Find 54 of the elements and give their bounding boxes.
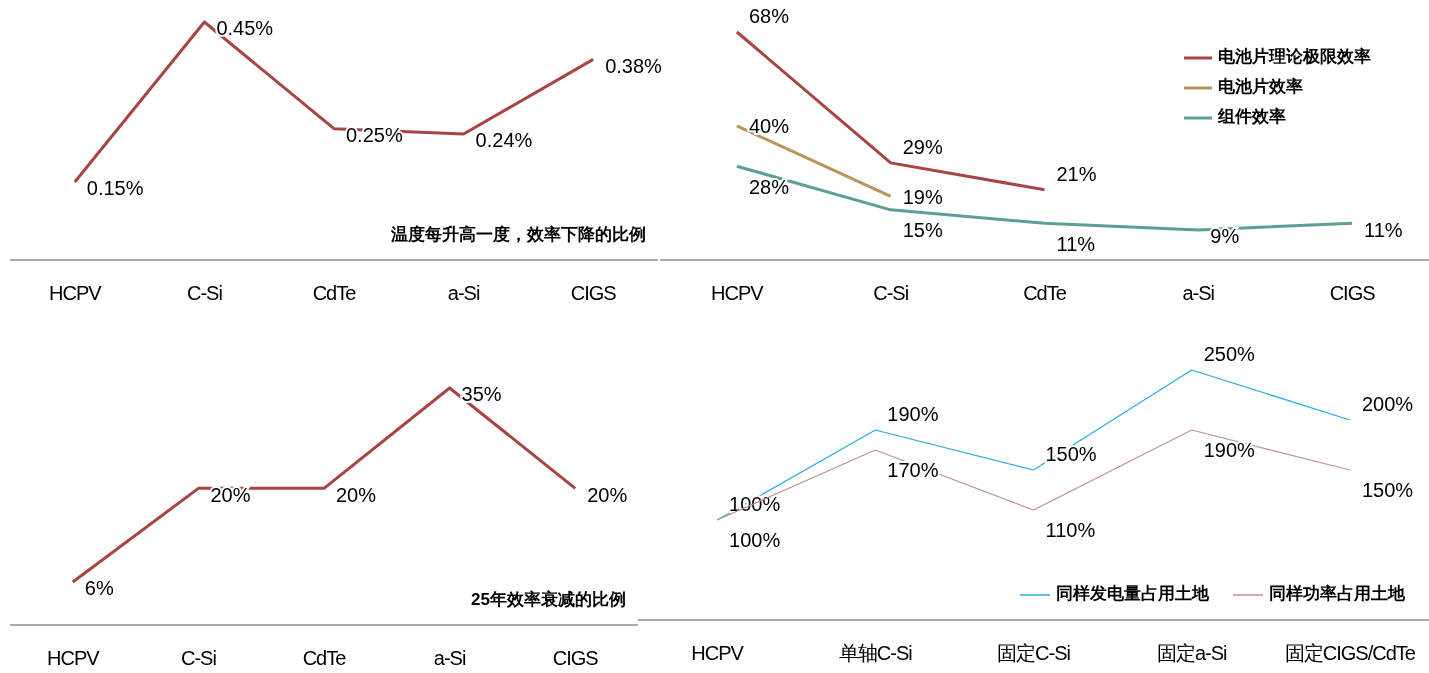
- data-label: 0.45%: [216, 17, 274, 40]
- data-label: 15%: [902, 219, 943, 242]
- data-label: 150%: [1361, 479, 1414, 502]
- data-label: 20%: [210, 483, 251, 506]
- x-tick-label: C-Si: [186, 282, 223, 304]
- x-tick-label: 固定CIGS/CdTe: [1284, 642, 1416, 664]
- data-label: 250%: [1203, 343, 1256, 366]
- data-label: 19%: [902, 185, 943, 208]
- x-tick-label: HCPV: [711, 282, 765, 304]
- data-label: 6%: [84, 577, 114, 600]
- x-tick-label: CdTe: [312, 282, 357, 304]
- x-tick-label: 固定a-Si: [1156, 642, 1228, 664]
- x-tick-label: a-Si: [447, 282, 480, 304]
- x-tick-label: CIGS: [552, 647, 599, 669]
- text: 25年效率衰减的比例: [471, 590, 626, 609]
- data-label: 0.15%: [86, 177, 144, 200]
- data-label: 200%: [1361, 393, 1414, 416]
- data-label: 190%: [887, 403, 939, 426]
- data-label: 28%: [748, 175, 790, 198]
- data-label: 21%: [1056, 163, 1097, 186]
- legend-label: 同样发电量占用土地: [1056, 584, 1210, 604]
- text: 温度每升高一度，效率下降的比例: [390, 225, 646, 244]
- data-label: 190%: [1203, 439, 1256, 462]
- x-tick-label: CdTe: [302, 647, 347, 669]
- x-tick-label: C-Si: [180, 647, 217, 669]
- legend-label: 组件效率: [1217, 107, 1286, 127]
- data-label: 0.38%: [605, 54, 663, 77]
- x-tick-label: HCPV: [691, 642, 745, 664]
- data-label: 9%: [1210, 225, 1240, 248]
- legend-label: 电池片效率: [1218, 77, 1303, 97]
- x-tick-label: a-Si: [433, 647, 466, 669]
- x-tick-label: 单轴C-Si: [838, 642, 913, 664]
- x-tick-label: 固定C-Si: [997, 642, 1071, 664]
- data-label: 100%: [729, 529, 781, 552]
- x-tick-label: HCPV: [49, 282, 103, 304]
- data-label: 20%: [336, 483, 377, 506]
- data-label: 68%: [748, 5, 790, 28]
- data-label: 170%: [887, 459, 939, 482]
- x-tick-label: CIGS: [570, 282, 617, 304]
- data-label: 40%: [748, 115, 790, 138]
- data-label: 0.24%: [475, 129, 533, 152]
- x-tick-label: a-Si: [1182, 282, 1215, 304]
- x-tick-label: C-Si: [873, 282, 909, 304]
- data-label: 11%: [1364, 218, 1403, 241]
- data-label: 20%: [587, 483, 628, 506]
- legend-label: 电池片理论极限效率: [1218, 47, 1371, 67]
- data-label: 29%: [902, 136, 943, 159]
- x-tick-label: CIGS: [1329, 282, 1376, 304]
- data-label: 35%: [461, 383, 502, 406]
- data-label: 110%: [1045, 519, 1096, 542]
- data-label: 11%: [1056, 232, 1096, 255]
- x-tick-label: HCPV: [47, 647, 101, 669]
- x-tick-label: CdTe: [1023, 282, 1067, 304]
- legend-label: 同样功率占用土地: [1269, 584, 1406, 604]
